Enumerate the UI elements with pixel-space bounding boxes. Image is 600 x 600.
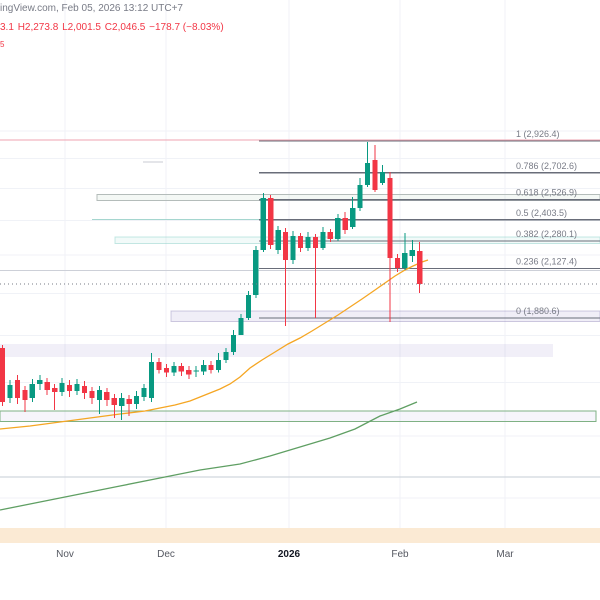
candle-51 (379, 165, 386, 185)
candle-24 (178, 363, 184, 377)
candle-36 (268, 195, 274, 250)
candle-1 (7, 380, 13, 404)
fib-label-0: 0 (1,880.6) (516, 306, 560, 316)
candle-46 (342, 212, 348, 235)
candle-10 (74, 379, 80, 396)
candle-18 (134, 390, 140, 409)
candle-55 (409, 240, 415, 262)
candle-14 (104, 388, 110, 407)
candle-48 (357, 177, 363, 212)
gridlines (0, 0, 600, 543)
candle-23 (171, 362, 177, 377)
ma-slow-line (0, 401, 418, 511)
candle-54 (402, 233, 408, 271)
candle-5 (37, 375, 43, 391)
candle-25 (186, 366, 192, 380)
supply-zone-2530[interactable] (96, 194, 600, 201)
zone-2280[interactable] (114, 236, 600, 244)
candle-9 (66, 380, 73, 398)
candle-56 (417, 241, 423, 294)
lower-band[interactable] (0, 528, 600, 543)
candle-12 (89, 387, 95, 404)
axis-label-Nov[interactable]: Nov (56, 549, 74, 560)
candle-22 (163, 364, 169, 378)
candle-0 (0, 345, 6, 407)
candle-38 (283, 228, 289, 327)
candle-28 (208, 360, 214, 374)
candle-2 (14, 375, 20, 404)
candle-32 (238, 314, 244, 336)
candle-44 (327, 229, 333, 242)
candle-45 (335, 214, 341, 242)
candle-4 (29, 379, 35, 403)
candles-layer (0, 142, 423, 421)
axis-label-Dec[interactable]: Dec (157, 549, 175, 560)
candle-41 (305, 232, 311, 252)
candle-8 (59, 378, 65, 397)
candle-31 (230, 329, 237, 356)
drawing-annotations[interactable] (0, 139, 600, 543)
candle-26 (193, 366, 199, 378)
candle-16 (119, 393, 125, 421)
candle-33 (245, 291, 251, 321)
candle-19 (141, 384, 147, 402)
candle-42 (312, 234, 318, 319)
candle-3 (22, 386, 28, 412)
candle-40 (297, 233, 304, 253)
candle-30 (223, 348, 229, 364)
candle-39 (290, 231, 296, 265)
candle-53 (394, 254, 400, 273)
candle-37 (275, 226, 281, 255)
candle-47 (350, 196, 356, 230)
candle-43 (320, 227, 326, 250)
candle-49 (364, 142, 371, 187)
candle-17 (126, 395, 132, 416)
candle-50 (372, 145, 378, 193)
demand-zone-1470[interactable] (0, 410, 597, 422)
candle-34 (253, 246, 259, 299)
candle-29 (215, 353, 222, 373)
candle-7 (52, 384, 58, 411)
time-axis[interactable]: Nov Dec 2026 Feb Mar (56, 549, 514, 560)
fib-label-0.5: 0.5 (2,403.5) (516, 208, 567, 218)
candle-13 (96, 386, 102, 415)
moving-averages (0, 259, 429, 511)
axis-label-Feb[interactable]: Feb (391, 549, 409, 560)
candle-27 (201, 360, 207, 376)
fib-label-1: 1 (2,926.4) (516, 129, 560, 139)
ma-fast-line (0, 259, 429, 430)
demand-zone-1880[interactable] (170, 310, 600, 322)
candle-15 (111, 394, 117, 419)
candle-21 (156, 358, 162, 374)
candle-11 (81, 381, 88, 399)
fib-label-0.382: 0.382 (2,280.1) (516, 229, 577, 239)
fib-retracement[interactable]: 1 (2,926.4) 0.786 (2,702.6) 0.618 (2,526.9… (259, 129, 600, 319)
candle-20 (148, 353, 155, 403)
axis-label-Mar[interactable]: Mar (496, 549, 514, 560)
axis-label-2026[interactable]: 2026 (278, 549, 301, 560)
fib-label-0.236: 0.236 (2,127.4) (516, 257, 577, 267)
fib-label-0.618: 0.618 (2,526.9) (516, 188, 577, 198)
candle-52 (387, 172, 393, 322)
candle-35 (260, 192, 266, 253)
candle-6 (44, 378, 50, 396)
fib-label-0.786: 0.786 (2,702.6) (516, 161, 577, 171)
